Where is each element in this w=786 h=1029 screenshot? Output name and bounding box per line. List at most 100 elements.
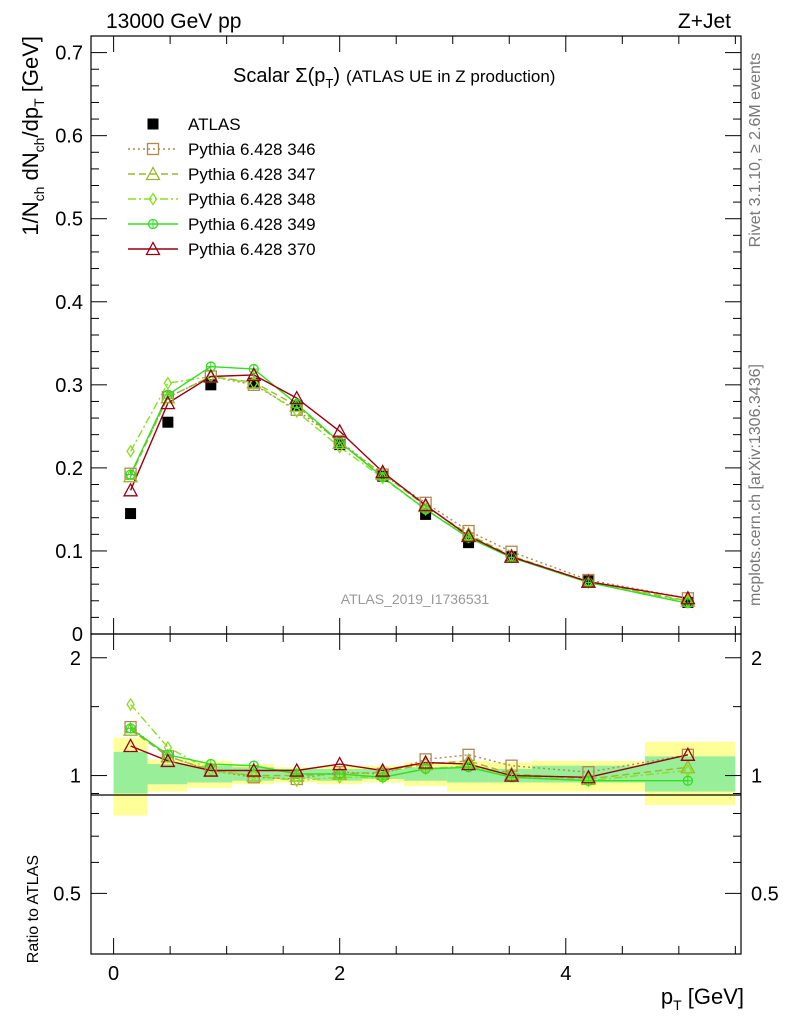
main-point-3-6: [378, 471, 387, 485]
ratio-point-3-8: [463, 762, 474, 773]
header-right: Z+Jet: [678, 10, 731, 33]
ratio-point-1-4: [289, 767, 305, 782]
main-axes: 0 0.1 0.2 0.3 0.4 0.5 0.6 0.7: [55, 36, 741, 646]
ratio-point-2-5: [335, 770, 344, 784]
rivet-label: Rivet 3.1.10, ≥ 2.6M events: [747, 53, 764, 248]
main-point-5-0: [122, 482, 139, 497]
ratio-point-3-5: [334, 768, 345, 780]
ratio-point-3-7: [420, 763, 431, 775]
main-point-3-3: [249, 376, 259, 390]
main-point-5-1: [160, 395, 176, 410]
ratio-point-2-3: [249, 768, 259, 783]
ratio-point-4-3: [246, 762, 262, 777]
main-ytick-label-0: 0: [72, 624, 83, 646]
ratio-point-3-10: [583, 775, 594, 786]
ratio-point-4-9: [503, 767, 520, 782]
legend-label-5: Pythia 6.428 370: [188, 240, 316, 259]
ratio-point-2-7: [421, 762, 430, 776]
legend-entry-1: Pythia 6.428 346: [128, 140, 316, 159]
ratio-band-inner-11: [644, 756, 736, 792]
main-point-3-7: [421, 502, 430, 517]
legend-entry-0: ATLAS: [147, 115, 241, 134]
legend-label-4: Pythia 6.428 349: [188, 215, 316, 234]
ratio-point-0-3: [247, 771, 260, 784]
main-point-4-7: [420, 504, 431, 515]
ratio-panel-frame: [90, 633, 742, 955]
ratio-point-4-1: [160, 753, 176, 768]
ratio-point-4-2: [203, 762, 219, 777]
main-series-markers: [122, 361, 696, 609]
legend-marker-1: [146, 142, 160, 156]
main-point-3-1: [163, 376, 173, 390]
ratio-point-4-5: [332, 756, 348, 771]
main-point-5-8: [460, 528, 477, 543]
ratio-point-4-7: [418, 754, 434, 769]
legend-label-3: Pythia 6.428 348: [188, 190, 316, 209]
ratio-point-4-10: [580, 769, 596, 784]
ratio-series-lines: [130, 703, 689, 782]
ratio-point-2-0: [126, 697, 135, 712]
legend-marker-0: [147, 118, 159, 130]
mcplots-label: mcplots.cern.ch [arXiv:1306.3436]: [747, 364, 764, 606]
main-point-5-11: [680, 590, 696, 605]
main-point-0-2: [205, 379, 217, 391]
ratio-point-4-4: [289, 762, 305, 777]
y-axis-label-main: 1/Nch dNch/dpT [GeV]: [18, 36, 47, 236]
ratio-point-4-6: [375, 762, 391, 777]
xtick-label-2: 4: [560, 963, 571, 985]
main-point-2-0: [122, 468, 139, 483]
ratio-point-2-4: [292, 774, 302, 788]
main-point-4-10: [583, 577, 594, 588]
legend-entry-2: Pythia 6.428 347: [128, 165, 316, 184]
main-point-3-0: [126, 444, 135, 458]
main-point-5-7: [418, 497, 434, 512]
main-point-5-3: [246, 367, 262, 382]
main-panel: 0 0.1 0.2 0.3 0.4 0.5 0.6 0.7 Scalar Σ(pT) (ATLA…: [55, 35, 742, 646]
ratio-ytick-label-right-2: 2: [751, 648, 762, 670]
main-line-5: [129, 374, 689, 599]
ratio-point-4-11: [680, 746, 696, 761]
main-point-2-1: [160, 389, 176, 404]
main-point-5-4: [289, 390, 305, 405]
legend-label-0: ATLAS: [188, 115, 241, 134]
ratio-point-3-4: [291, 768, 302, 780]
ratio-ytick-label-1: 1: [70, 766, 81, 788]
x-axis-label: pT [GeV]: [661, 984, 744, 1013]
y-axis-label-ratio: Ratio to ATLAS: [25, 855, 42, 963]
ratio-point-1-11: [680, 759, 696, 774]
main-point-4-0: [125, 469, 136, 480]
main-point-3-4: [292, 404, 302, 419]
watermark: ATLAS_2019_I1736531: [341, 591, 490, 607]
ratio-ytick-label-right-1: 1: [751, 766, 762, 788]
ratio-point-4-0: [122, 738, 139, 753]
ratio-point-3-3: [248, 760, 259, 771]
ratio-series-markers: [122, 697, 696, 788]
ratio-line-1: [130, 729, 688, 780]
legend-entry-4: Pythia 6.428 349: [128, 215, 316, 234]
main-line-1: [129, 375, 689, 599]
main-point-0-1: [162, 416, 174, 428]
legend-marker-5: [145, 241, 161, 256]
main-point-0-3: [248, 377, 260, 389]
legend-label-2: Pythia 6.428 347: [188, 165, 316, 184]
ratio-band-inner-0: [113, 751, 148, 794]
main-point-4-9: [506, 552, 517, 563]
main-point-5-6: [375, 464, 391, 479]
ratio-line-3: [130, 727, 688, 782]
ratio-point-4-8: [460, 756, 477, 771]
main-point-3-5: [335, 440, 344, 454]
ratio-ytick-label-right-0: 0.5: [751, 883, 779, 905]
main-ytick-label-7: 0.7: [55, 43, 83, 65]
legend-entry-3: Pythia 6.428 348: [128, 190, 316, 209]
main-ytick-label-1: 0.1: [55, 541, 83, 563]
main-ytick-label-6: 0.6: [55, 126, 83, 148]
xtick-label-1: 2: [334, 963, 345, 985]
main-point-2-4: [289, 397, 305, 412]
main-ytick-label-3: 0.3: [55, 375, 83, 397]
main-point-4-5: [334, 436, 345, 448]
main-point-5-9: [503, 548, 520, 563]
ratio-point-3-6: [377, 772, 388, 783]
legend-entry-5: Pythia 6.428 370: [128, 240, 316, 259]
ratio-band-inner-8: [447, 767, 489, 783]
